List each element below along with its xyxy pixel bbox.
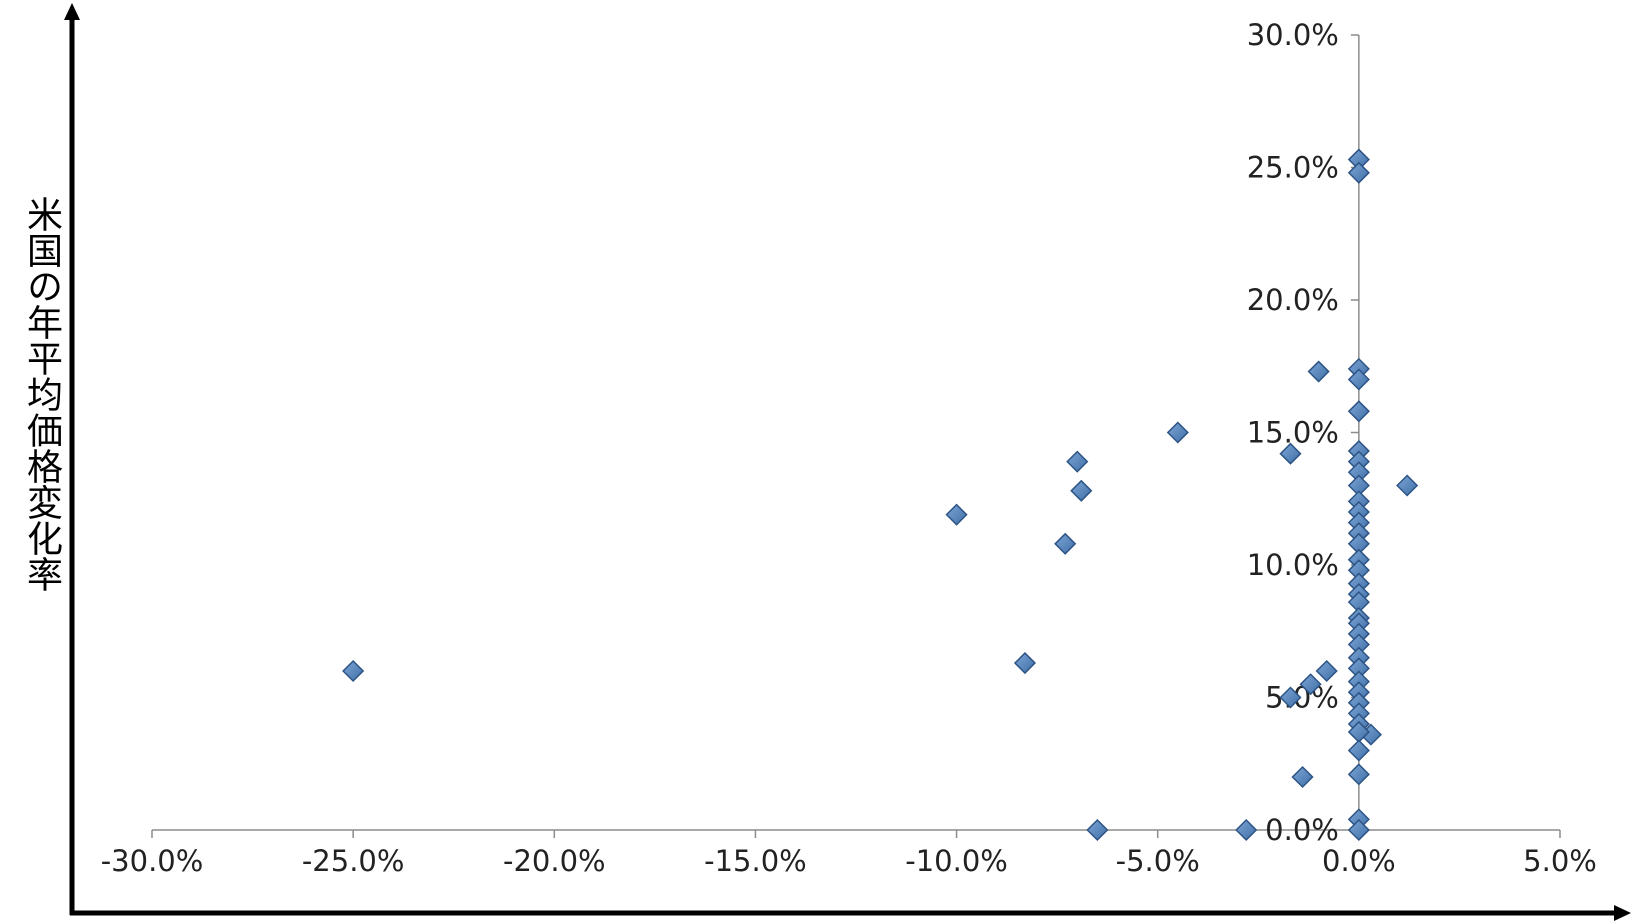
scatter-point [1347,400,1370,423]
scatter-point [1347,161,1370,184]
scatter-point [1166,421,1189,444]
data-points [342,148,1419,842]
x-tick-label: -30.0% [101,844,204,878]
scatter-point [1396,474,1419,497]
y-axis-label: 米国の年平均価格変化率 [21,196,62,592]
scatter-point [1054,532,1077,555]
x-tick-label: -20.0% [503,844,606,878]
scatter-point [1347,368,1370,391]
scatter-point [1347,818,1370,842]
x-tick-label: -15.0% [704,844,807,878]
y-tick-label: 20.0% [1247,283,1339,317]
scatter-point [1347,763,1370,786]
scatter-point [1307,360,1330,383]
scatter-point [1070,479,1093,502]
y-tick-label: 15.0% [1247,416,1339,450]
scatter-point [342,659,365,683]
y-tick-label: 10.0% [1247,548,1339,582]
x-tick-label: -10.0% [905,844,1008,878]
y-tick-label: 30.0% [1247,18,1339,52]
x-axis-ticks: -30.0% -25.0% -20.0% -15.0% -10.0% -5.0% 0.0% 5… [101,830,1597,878]
scatter-point [1013,651,1037,675]
x-frame-arrowhead [1614,905,1631,921]
x-tick-label: -5.0% [1116,844,1200,878]
scatter-point [1315,659,1338,683]
frame-arrows [64,3,1631,921]
scatter-point [1066,450,1089,473]
y-tick-label: 25.0% [1247,151,1339,185]
y-tick-label: 0.0% [1265,813,1339,847]
scatter-point [945,503,968,526]
y-axis-ticks: 0.0%5.0%10.0%15.0%20.0%25.0%30.0% [1247,18,1359,847]
scatter-point [1235,818,1258,842]
scatter-point [1347,739,1370,762]
scatter-point [1279,686,1302,709]
scatter-point [1299,673,1322,696]
plot-axes [152,35,1560,831]
scatter-point [1279,442,1302,465]
x-tick-label: 0.0% [1322,844,1396,878]
x-tick-label: 5.0% [1523,844,1597,878]
scatter-point [1291,765,1314,789]
x-tick-label: -25.0% [302,844,405,878]
y-frame-arrowhead [64,3,80,20]
scatter-point [1086,818,1109,842]
